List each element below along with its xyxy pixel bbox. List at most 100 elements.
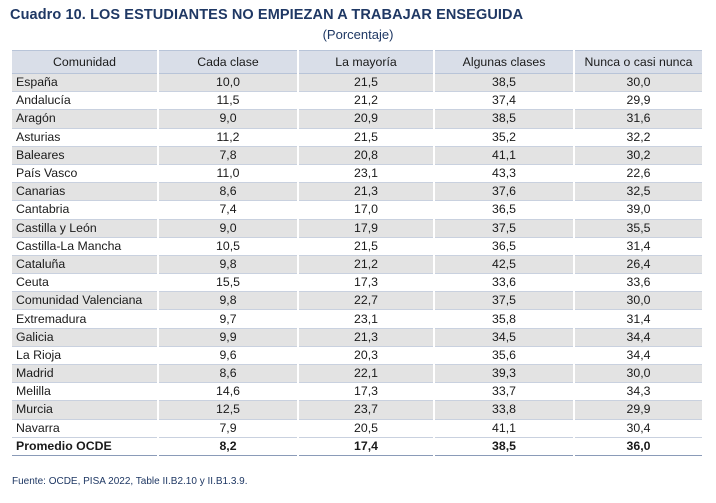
- table-row: Canarias 8,6 21,3 37,6 32,5: [12, 182, 702, 202]
- cell-algunas-clases: 41,1: [433, 146, 574, 165]
- cell-algunas-clases: 33,8: [433, 400, 574, 420]
- cell-comunidad: La Rioja: [12, 346, 158, 366]
- header-row: Comunidad Cada clase La mayoría Algunas …: [12, 50, 702, 74]
- cell-algunas-clases: 35,2: [433, 128, 574, 147]
- cell-nunca: 30,2: [573, 146, 702, 165]
- cell-comunidad: Murcia: [12, 400, 158, 420]
- cell-cada-clase: 7,4: [157, 200, 298, 220]
- cell-cada-clase: 9,9: [157, 328, 298, 347]
- cell-nunca: 30,4: [573, 419, 702, 438]
- cell-cada-clase: 10,0: [157, 73, 298, 93]
- cell-la-mayoria: 21,5: [297, 128, 434, 147]
- cell-cada-clase: 9,7: [157, 309, 298, 329]
- cell-la-mayoria: 17,0: [297, 200, 434, 220]
- cell-comunidad: Comunidad Valenciana: [12, 291, 158, 311]
- cell-cada-clase: 9,8: [157, 291, 298, 311]
- cell-algunas-clases: 38,5: [433, 109, 574, 129]
- cell-nunca: 35,5: [573, 219, 702, 238]
- cell-comunidad: Castilla-La Mancha: [12, 237, 158, 256]
- cell-nunca: 31,4: [573, 237, 702, 256]
- cell-nunca: 26,4: [573, 255, 702, 275]
- cell-la-mayoria: 20,3: [297, 346, 434, 366]
- cell-algunas-clases: 41,1: [433, 419, 574, 438]
- cell-algunas-clases: 33,6: [433, 273, 574, 293]
- cell-la-mayoria: 21,5: [297, 237, 434, 256]
- cell-cada-clase: 12,5: [157, 400, 298, 420]
- cell-comunidad: Cataluña: [12, 255, 158, 275]
- cell-nunca: 39,0: [573, 200, 702, 220]
- cell-la-mayoria: 23,1: [297, 164, 434, 184]
- table-row: Andalucía 11,5 21,2 37,4 29,9: [12, 91, 702, 111]
- table-body: España 10,0 21,5 38,5 30,0 Andalucía 11,5 21,2 3…: [12, 73, 702, 456]
- cell-nunca: 33,6: [573, 273, 702, 293]
- cell-cada-clase: 8,6: [157, 364, 298, 384]
- column-header-comunidad: Comunidad: [12, 50, 158, 74]
- cell-comunidad: Madrid: [12, 364, 158, 384]
- column-header-la-mayoria: La mayoría: [297, 50, 434, 74]
- table-subtitle: (Porcentaje): [322, 27, 394, 42]
- cell-algunas-clases: 38,5: [433, 73, 574, 93]
- cell-la-mayoria: 20,8: [297, 146, 434, 165]
- cell-comunidad: Extremadura: [12, 309, 158, 329]
- table-row: Cataluña 9,8 21,2 42,5 26,4: [12, 255, 702, 275]
- source-note: Fuente: OCDE, PISA 2022, Table II.B2.10 …: [12, 476, 248, 487]
- cell-algunas-clases: 37,4: [433, 91, 574, 111]
- cell-cada-clase: 14,6: [157, 382, 298, 402]
- cell-algunas-clases: 37,5: [433, 219, 574, 238]
- table-row: Ceuta 15,5 17,3 33,6 33,6: [12, 273, 702, 293]
- table-row: Cantabria 7,4 17,0 36,5 39,0: [12, 200, 702, 220]
- cell-algunas-clases: 36,5: [433, 200, 574, 220]
- cell-comunidad: Canarias: [12, 182, 158, 202]
- cell-cada-clase: 8,6: [157, 182, 298, 202]
- cell-algunas-clases: 35,6: [433, 346, 574, 366]
- cell-comunidad: Ceuta: [12, 273, 158, 293]
- table-row: Castilla y León 9,0 17,9 37,5 35,5: [12, 219, 702, 238]
- cell-la-mayoria: 22,7: [297, 291, 434, 311]
- cell-la-mayoria: 21,5: [297, 73, 434, 93]
- cell-algunas-clases: 43,3: [433, 164, 574, 184]
- average-cell-comunidad: Promedio OCDE: [12, 437, 158, 456]
- cell-la-mayoria: 23,7: [297, 400, 434, 420]
- column-header-algunas-clases: Algunas clases: [433, 50, 574, 74]
- table-row: Madrid 8,6 22,1 39,3 30,0: [12, 364, 702, 384]
- table-row: Melilla 14,6 17,3 33,7 34,3: [12, 382, 702, 402]
- cell-cada-clase: 11,0: [157, 164, 298, 184]
- cell-cada-clase: 10,5: [157, 237, 298, 256]
- cell-cada-clase: 11,5: [157, 91, 298, 111]
- cell-cada-clase: 7,8: [157, 146, 298, 165]
- cell-comunidad: Melilla: [12, 382, 158, 402]
- average-cell-cada-clase: 8,2: [157, 437, 298, 456]
- cell-nunca: 29,9: [573, 400, 702, 420]
- cell-comunidad: Castilla y León: [12, 219, 158, 238]
- cell-la-mayoria: 20,9: [297, 109, 434, 129]
- cell-nunca: 32,2: [573, 128, 702, 147]
- cell-cada-clase: 9,8: [157, 255, 298, 275]
- cell-comunidad: Cantabria: [12, 200, 158, 220]
- table-row: Aragón 9,0 20,9 38,5 31,6: [12, 109, 702, 129]
- cell-comunidad: País Vasco: [12, 164, 158, 184]
- cell-la-mayoria: 20,5: [297, 419, 434, 438]
- average-cell-la-mayoria: 17,4: [297, 437, 434, 456]
- cell-la-mayoria: 22,1: [297, 364, 434, 384]
- average-cell-nunca: 36,0: [573, 437, 702, 456]
- cell-comunidad: Andalucía: [12, 91, 158, 111]
- cell-comunidad: Asturias: [12, 128, 158, 147]
- cell-comunidad: Navarra: [12, 419, 158, 438]
- cell-cada-clase: 7,9: [157, 419, 298, 438]
- table-row: Extremadura 9,7 23,1 35,8 31,4: [12, 309, 702, 329]
- column-header-nunca: Nunca o casi nunca: [573, 50, 702, 74]
- cell-algunas-clases: 37,5: [433, 291, 574, 311]
- cell-la-mayoria: 17,9: [297, 219, 434, 238]
- table-row: Galicia 9,9 21,3 34,5 34,4: [12, 328, 702, 347]
- cell-cada-clase: 9,0: [157, 219, 298, 238]
- cell-la-mayoria: 21,2: [297, 255, 434, 275]
- cell-nunca: 32,5: [573, 182, 702, 202]
- cell-comunidad: Galicia: [12, 328, 158, 347]
- cell-algunas-clases: 37,6: [433, 182, 574, 202]
- cell-nunca: 31,4: [573, 309, 702, 329]
- table-row: País Vasco 11,0 23,1 43,3 22,6: [12, 164, 702, 184]
- average-row: Promedio OCDE 8,2 17,4 38,5 36,0: [12, 437, 702, 456]
- cell-nunca: 34,4: [573, 328, 702, 347]
- cell-algunas-clases: 39,3: [433, 364, 574, 384]
